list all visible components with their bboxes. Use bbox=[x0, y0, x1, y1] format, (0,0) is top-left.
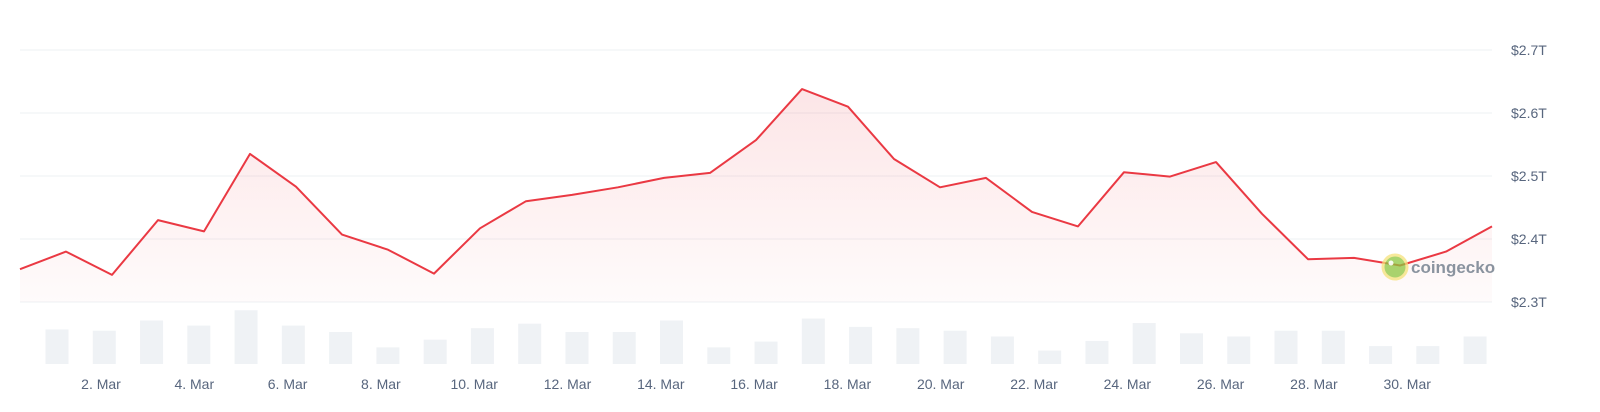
x-axis-ticks: 2. Mar 4. Mar 6. Mar 8. Mar 10. Mar 12. Mar 14… bbox=[81, 376, 1431, 392]
volume-bar bbox=[518, 323, 542, 364]
x-tick-label: 8. Mar bbox=[361, 376, 401, 392]
price-line-layer bbox=[19, 88, 1493, 276]
x-tick-label: 24. Mar bbox=[1104, 376, 1152, 392]
volume-bar bbox=[140, 320, 164, 364]
volume-bar bbox=[1132, 323, 1156, 364]
volume-bar bbox=[423, 339, 447, 364]
volume-bar bbox=[754, 341, 778, 364]
x-tick-label: 2. Mar bbox=[81, 376, 121, 392]
volume-bar bbox=[281, 325, 305, 364]
volume-bar bbox=[1179, 333, 1203, 364]
volume-bar bbox=[849, 326, 873, 364]
coingecko-logo-icon bbox=[1381, 253, 1409, 281]
y-tick-label: $2.4T bbox=[1511, 231, 1547, 247]
volume-bar bbox=[376, 347, 400, 364]
volume-bar bbox=[801, 318, 825, 364]
volume-bar bbox=[1416, 346, 1440, 364]
volume-bar bbox=[45, 329, 69, 364]
x-tick-label: 4. Mar bbox=[174, 376, 214, 392]
x-tick-label: 28. Mar bbox=[1290, 376, 1338, 392]
coingecko-watermark: coingecko bbox=[1381, 253, 1495, 281]
volume-bar bbox=[1463, 336, 1487, 364]
price-area bbox=[20, 89, 1492, 302]
volume-bar bbox=[1085, 340, 1109, 364]
y-tick-label: $2.3T bbox=[1511, 294, 1547, 310]
volume-bar bbox=[660, 320, 684, 364]
volume-bar bbox=[612, 332, 636, 364]
x-tick-label: 22. Mar bbox=[1010, 376, 1058, 392]
volume-bar bbox=[470, 328, 494, 364]
volume-bar bbox=[565, 332, 589, 364]
volume-bar bbox=[1369, 346, 1393, 364]
volume-bar bbox=[329, 332, 353, 364]
volume-bar bbox=[187, 325, 211, 364]
volume-bar bbox=[1274, 330, 1298, 364]
x-tick-label: 18. Mar bbox=[824, 376, 872, 392]
y-axis-ticks: $2.7T $2.6T $2.5T $2.4T $2.3T bbox=[1511, 42, 1547, 310]
x-tick-label: 12. Mar bbox=[544, 376, 592, 392]
y-tick-label: $2.7T bbox=[1511, 42, 1547, 58]
x-tick-label: 14. Mar bbox=[637, 376, 685, 392]
volume-bar bbox=[1227, 336, 1251, 364]
x-tick-label: 16. Mar bbox=[730, 376, 778, 392]
watermark-brand-text: coingecko bbox=[1411, 258, 1495, 277]
y-tick-label: $2.6T bbox=[1511, 105, 1547, 121]
y-tick-label: $2.5T bbox=[1511, 168, 1547, 184]
price-area-fill bbox=[20, 89, 1492, 302]
x-tick-label: 10. Mar bbox=[450, 376, 498, 392]
x-tick-label: 30. Mar bbox=[1383, 376, 1431, 392]
volume-bar bbox=[896, 328, 920, 364]
volume-bar bbox=[1038, 350, 1062, 364]
volume-bar bbox=[990, 336, 1014, 364]
coingecko-logo-eye-icon bbox=[1388, 260, 1394, 266]
volume-bar bbox=[707, 347, 731, 364]
volume-bar bbox=[92, 330, 116, 364]
x-tick-label: 6. Mar bbox=[268, 376, 308, 392]
x-tick-label: 20. Mar bbox=[917, 376, 965, 392]
volume-bar bbox=[234, 310, 258, 364]
market-cap-line bbox=[19, 88, 1493, 276]
volume-bars bbox=[45, 310, 1487, 364]
volume-bar bbox=[943, 330, 967, 364]
x-tick-label: 26. Mar bbox=[1197, 376, 1245, 392]
volume-bar bbox=[1321, 330, 1345, 364]
